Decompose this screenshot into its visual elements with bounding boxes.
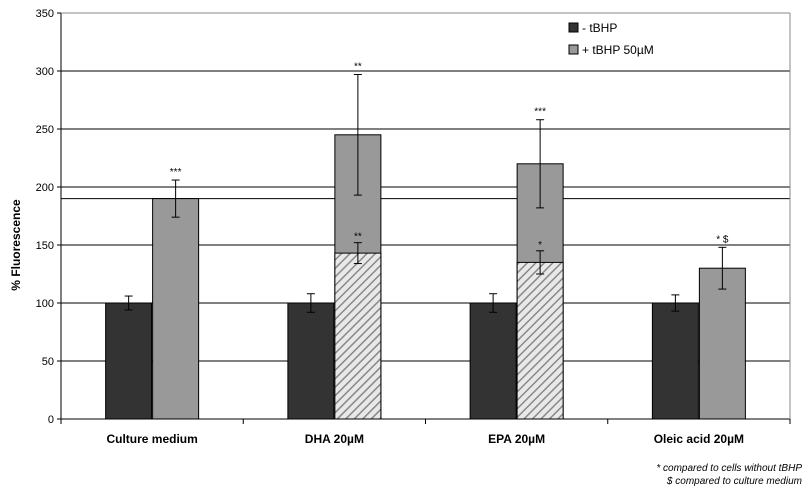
legend: - tBHP + tBHP 50µM	[568, 21, 654, 57]
significance-label: * $	[716, 234, 729, 245]
x-category-label: EPA 20µM	[488, 432, 545, 446]
legend-swatch	[568, 44, 579, 55]
y-axis-ticks: 0 50 100 150 200 250 300 350	[36, 8, 61, 426]
bars: ************ $	[105, 61, 746, 420]
bar-hatched-segment	[334, 252, 382, 420]
bar-hatched-segment	[516, 261, 564, 420]
y-axis-label: % Fluorescence	[9, 199, 23, 291]
legend-swatch	[568, 22, 579, 33]
y-tick-label: 250	[36, 124, 54, 136]
x-axis-categories: Culture medium DHA 20µM EPA 20µM Oleic acid…	[60, 419, 791, 446]
significance-label: **	[354, 61, 362, 72]
y-tick-label: 200	[36, 182, 54, 194]
significance-label: ***	[170, 167, 182, 178]
legend-label: + tBHP 50µM	[582, 43, 654, 57]
significance-label-hatched: **	[354, 232, 362, 243]
bar-minus-tbhp	[287, 302, 335, 420]
footnote-2: $ compared to culture medium	[666, 476, 802, 487]
x-category-label: Culture medium	[106, 432, 197, 446]
significance-label-hatched: *	[538, 240, 542, 251]
x-category-label: Oleic acid 20µM	[654, 432, 744, 446]
x-category-label: DHA 20µM	[305, 432, 364, 446]
y-tick-label: 50	[42, 356, 54, 368]
bar-plus-tbhp	[698, 267, 746, 420]
y-tick-label: 300	[36, 66, 54, 78]
bar-plus-tbhp	[152, 198, 200, 420]
y-tick-label: 100	[36, 298, 54, 310]
bar-minus-tbhp	[105, 302, 153, 420]
y-tick-label: 0	[48, 414, 54, 426]
bar-minus-tbhp	[469, 302, 517, 420]
significance-label: ***	[534, 107, 546, 118]
y-tick-label: 350	[36, 8, 54, 20]
y-tick-label: 150	[36, 240, 54, 252]
bar-minus-tbhp	[651, 302, 699, 420]
footnote-1: * compared to cells without tBHP	[656, 463, 802, 474]
legend-label: - tBHP	[582, 21, 617, 35]
